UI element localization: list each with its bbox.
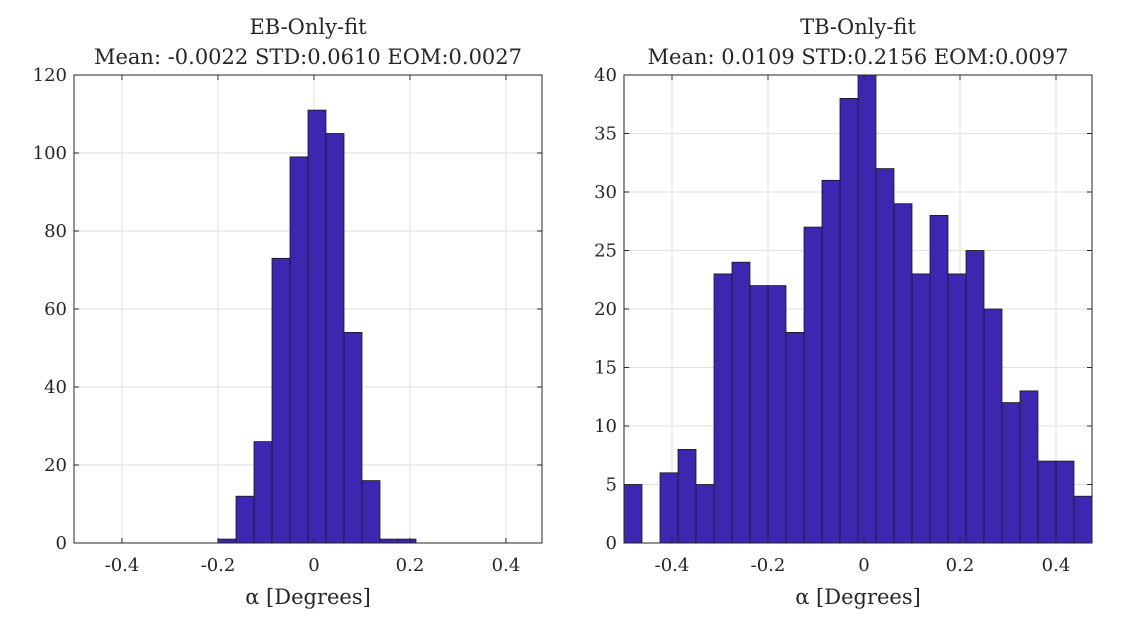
chart-title: TB-Only-fit [800,15,916,39]
histogram-bar [695,484,715,544]
y-tick-label: 80 [44,221,67,242]
x-tick-label: 0.4 [492,555,521,576]
histogram-bar [731,261,751,544]
y-tick-label: 20 [44,455,67,476]
x-tick-label: 0.2 [946,555,975,576]
histogram-bar [785,331,805,544]
histogram-bar [397,538,417,544]
histogram-bar [983,308,1003,544]
chart-subtitle: Mean: -0.0022 STD:0.0610 EOM:0.0027 [94,45,522,69]
histogram-bar [875,168,895,544]
y-tick-label: 5 [606,475,617,496]
y-tick-label: 120 [33,65,67,86]
y-tick-label: 60 [44,299,67,320]
x-axis-label: α [Degrees] [245,585,371,609]
histogram-bar [623,484,643,544]
histogram-bar [325,133,345,544]
x-tick-label: -0.2 [751,555,786,576]
y-tick-label: 20 [594,299,617,320]
histogram-bar [235,495,255,544]
histogram-bar [307,109,327,544]
chart-title: EB-Only-fit [249,15,367,39]
y-tick-label: 40 [44,377,67,398]
histogram-bar [857,74,877,544]
chart-subtitle: Mean: 0.0109 STD:0.2156 EOM:0.0097 [648,45,1069,69]
histogram-bar [965,250,985,544]
histogram-bar [343,331,363,544]
histogram-bar [929,214,949,544]
histogram-bar [1037,460,1057,544]
y-tick-label: 25 [594,241,617,262]
y-tick-label: 10 [594,416,617,437]
histogram-bar [749,285,769,544]
histogram-bar [803,226,823,544]
histogram-bar [911,273,931,544]
histogram-bar [1001,402,1021,544]
x-tick-label: -0.2 [201,555,236,576]
histogram-bar [713,273,733,544]
histogram-bar [677,448,697,544]
y-tick-label: 100 [33,143,67,164]
histogram-bar [361,480,381,544]
y-tick-label: 35 [594,124,617,145]
histogram-bar [893,203,913,544]
histogram-bar [821,179,841,544]
y-tick-label: 40 [594,65,617,86]
histogram-bar [1055,460,1075,544]
histogram-bar [1019,390,1039,544]
x-axis-label: α [Degrees] [795,585,921,609]
histogram-bar [767,285,787,544]
histogram-bar [839,98,859,544]
x-tick-label: -0.4 [105,555,140,576]
histogram-bar [947,273,967,544]
x-tick-label: -0.4 [655,555,690,576]
y-tick-label: 0 [606,533,617,554]
x-tick-label: 0 [858,555,869,576]
histogram-bar [271,257,291,544]
histogram-bar [379,538,399,544]
chart-panel-tb-only-fit: -0.4 -0.2 0 0.2 0.4 0 5 10 15 20 25 30 35 40 TB-Only-f… [594,15,1093,609]
histogram-bar [659,472,679,544]
histogram-bar [1073,495,1093,544]
x-tick-label: 0 [308,555,319,576]
x-tick-label: 0.2 [396,555,425,576]
y-tick-label: 15 [594,358,617,379]
chart-panel-eb-only-fit: -0.4 -0.2 0 0.2 0.4 0 20 40 60 80 100 120 EB-Only-fi… [33,15,543,609]
y-tick-label: 0 [56,533,67,554]
histogram-bar [253,441,273,544]
x-tick-label: 0.4 [1042,555,1071,576]
y-tick-label: 30 [594,182,617,203]
histogram-bar [289,156,309,544]
histogram-bar [217,538,237,544]
